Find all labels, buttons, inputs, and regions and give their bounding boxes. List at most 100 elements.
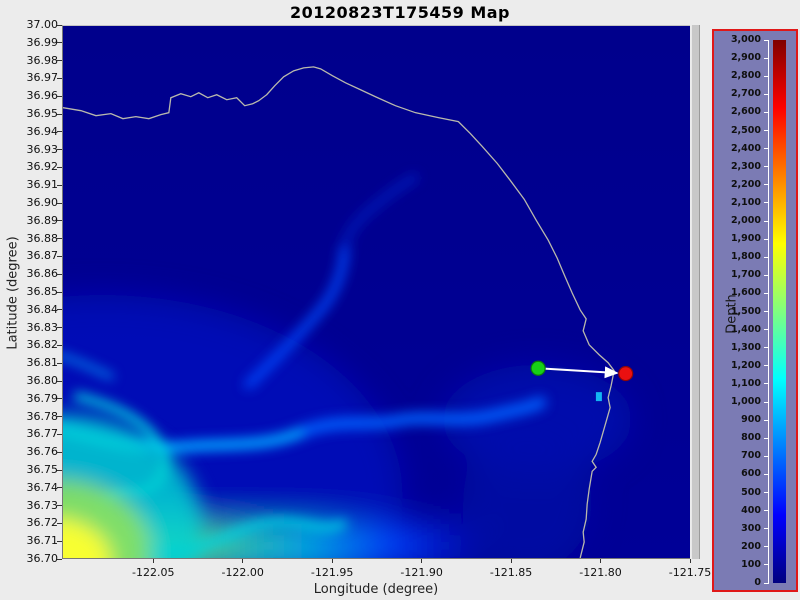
x-axis-label: Longitude (degree)	[313, 582, 439, 597]
colorbar-tick-mark	[764, 401, 768, 403]
colorbar-tick-label: 100	[741, 558, 761, 570]
colorbar-tick-label: 1,600	[730, 287, 761, 299]
colorbar-tick-label: 400	[741, 504, 761, 516]
y-tick-label: 36.81	[26, 356, 59, 370]
track-line	[538, 366, 619, 379]
colorbar-tick-mark	[764, 256, 768, 258]
colorbar-tick-mark	[764, 492, 768, 493]
y-tick-label: 36.91	[26, 178, 59, 192]
colorbar-tick-label: 2,700	[730, 88, 761, 100]
colorbar-tick-mark	[764, 582, 768, 584]
colorbar-tick-mark	[764, 75, 768, 77]
x-tick-mark	[152, 559, 154, 563]
colorbar-tick-label: 2,100	[730, 196, 761, 208]
colorbar-tick-mark	[764, 130, 768, 131]
y-tick-label: 36.78	[26, 409, 59, 423]
colorbar-tick-label: 2,800	[730, 70, 761, 82]
right-gray-strip	[691, 25, 700, 559]
colorbar-tick-label: 900	[741, 414, 761, 426]
y-tick-label: 36.98	[26, 53, 59, 67]
x-tick-mark	[421, 559, 423, 563]
y-tick-label: 36.72	[26, 516, 59, 530]
colorbar-tick-label: 1,200	[730, 359, 761, 371]
colorbar-tick-mark	[764, 311, 768, 312]
colorbar-tick-label: 1,800	[730, 251, 761, 263]
colorbar-tick-mark	[764, 546, 768, 548]
y-tick-label: 36.92	[26, 160, 59, 174]
x-tick-mark	[600, 559, 602, 563]
y-tick-label: 36.70	[26, 552, 59, 565]
colorbar-tick-mark	[764, 564, 768, 566]
colorbar-tick-label: 2,900	[730, 52, 761, 64]
colorbar-panel[interactable]: Depth 3,000 2,900 2,800 2,700 2,600 2,500 2,40…	[712, 29, 798, 592]
colorbar-tick-label: 0	[754, 577, 761, 588]
colorbar-tick-mark	[764, 528, 768, 530]
x-tick-mark	[331, 559, 333, 563]
y-tick-label: 36.79	[26, 391, 59, 405]
colorbar-tick-label: 800	[741, 432, 761, 444]
coastline-path	[63, 66, 615, 558]
colorbar-tick-label: 2,000	[730, 215, 761, 226]
west-edge-arm	[63, 353, 114, 380]
x-tick-label: -121.85	[489, 566, 533, 579]
x-tick-mark	[689, 559, 691, 563]
colorbar-tick-mark	[764, 57, 768, 59]
colorbar-axis-line	[768, 40, 769, 584]
colorbar-tick-mark	[764, 220, 768, 222]
x-tick-label: -121.95	[310, 566, 354, 579]
colorbar-tick-mark	[764, 383, 768, 385]
colorbar-tick-label: 700	[741, 450, 761, 462]
colorbar-tick-label: 1,400	[730, 323, 761, 335]
northeast-canyon-branch	[244, 244, 350, 390]
colorbar-tick-mark	[764, 455, 768, 457]
colorbar-gradient	[773, 40, 786, 583]
colorbar-tick-label: 3,000	[730, 34, 761, 45]
colorbar-tick-label: 2,600	[730, 106, 761, 118]
y-tick-label: 36.80	[26, 374, 59, 387]
x-tick-label: -121.90	[400, 566, 443, 579]
colorbar-tick-label: 500	[741, 486, 761, 498]
colorbar-tick-label: 2,300	[730, 160, 761, 172]
y-tick-label: 36.93	[26, 142, 59, 156]
colorbar-tick-mark	[764, 166, 768, 168]
y-tick-label: 36.75	[26, 463, 59, 476]
colorbar-tick-label: 1,500	[730, 305, 761, 317]
bathymetry-svg	[63, 26, 690, 558]
colorbar-tick-label: 1,100	[730, 377, 761, 389]
colorbar-tick-mark	[764, 292, 768, 294]
colorbar-tick-mark	[764, 238, 768, 240]
colorbar-tick-mark	[764, 39, 768, 41]
y-tick-label: 36.71	[26, 534, 59, 548]
colorbar-tick-mark	[764, 202, 768, 204]
colorbar-tick-mark	[764, 93, 768, 95]
colorbar-tick-mark	[764, 473, 768, 475]
y-tick-label: 36.73	[26, 498, 59, 512]
y-tick-label: 36.89	[26, 213, 59, 227]
y-tick-label: 36.77	[26, 427, 59, 441]
map-plot-area[interactable]	[62, 25, 690, 559]
x-tick-mark	[510, 559, 512, 563]
x-tick-label: -122.00	[221, 566, 264, 579]
colorbar-tick-mark	[764, 437, 768, 439]
cyan-rect-marker	[595, 392, 602, 402]
y-tick-label: 36.90	[26, 196, 59, 209]
colorbar-tick-label: 300	[741, 522, 761, 534]
y-tick-label: 36.74	[26, 480, 59, 494]
red-marker	[618, 366, 634, 382]
y-tick-label: 36.97	[26, 71, 59, 85]
marker-overlay	[530, 360, 634, 402]
colorbar-tick-label: 1,300	[730, 341, 761, 353]
colorbar-tick-mark	[764, 148, 768, 150]
colorbar-tick-mark	[764, 329, 768, 331]
colorbar-tick-mark	[764, 274, 768, 276]
y-axis-label: Latitude (degree)	[5, 236, 21, 350]
y-tick-label: 36.76	[26, 445, 59, 459]
y-tick-label: 36.95	[26, 107, 59, 120]
faint-canyon-extension	[340, 173, 419, 254]
green-marker	[530, 360, 546, 376]
x-tick-mark	[242, 559, 244, 563]
x-tick-label: -122.05	[132, 566, 175, 579]
colorbar-tick-label: 600	[741, 468, 761, 480]
colorbar-tick-mark	[764, 365, 768, 367]
